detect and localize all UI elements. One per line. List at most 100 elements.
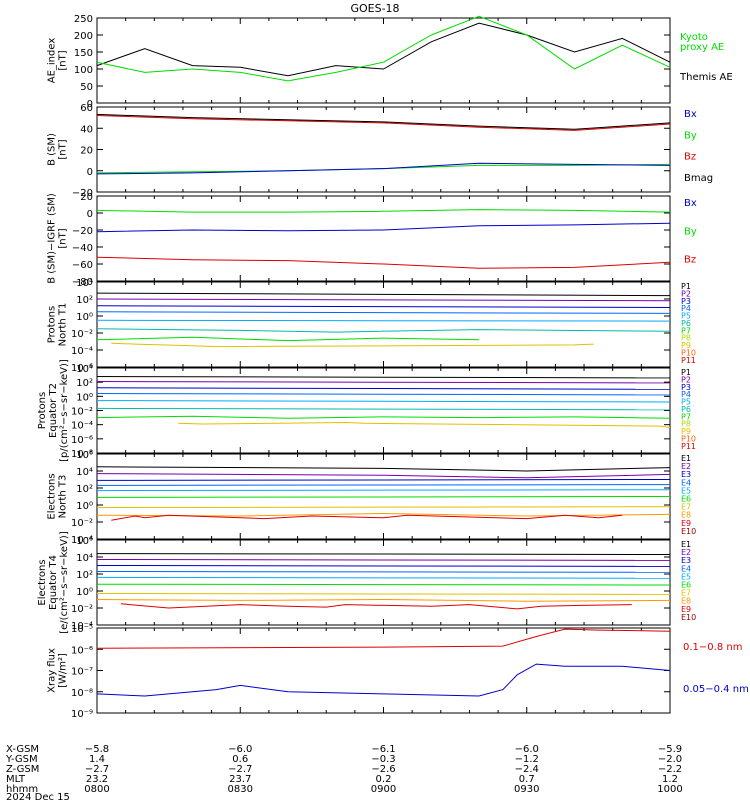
y-tick-label: 10⁻² <box>71 407 93 418</box>
panel-frame <box>96 106 671 193</box>
y-axis-label: B (SM) <box>47 133 58 166</box>
panel-3: 20 0 −20 −40 −60 −80 B (SM)−IGRF (SM) [nT] Bx By B… <box>47 192 697 288</box>
legend-entry: Kyoto <box>680 32 708 43</box>
legend-entry: P6 <box>681 405 691 414</box>
series-line <box>96 400 671 403</box>
y-tick-label: 10⁻⁸ <box>71 688 93 699</box>
chart-title: GOES-18 <box>350 2 399 15</box>
x-tick-label: 0900 <box>371 784 396 795</box>
series-line <box>96 506 671 509</box>
legend-entry: P2 <box>681 289 691 298</box>
x-tick-label: −5.8 <box>85 744 109 755</box>
legend-entry: P10 <box>681 349 696 358</box>
x-tick-label: 0930 <box>514 784 539 795</box>
legend-entry: By <box>684 130 697 141</box>
legend-entry: Bz <box>684 152 696 163</box>
y-tick-label: 10⁰ <box>76 501 93 512</box>
series-line <box>96 256 671 269</box>
legend-entry: E8 <box>681 511 691 520</box>
y-axis-label: [nT] <box>58 50 69 70</box>
y-tick-label: 10⁻² <box>71 518 93 529</box>
series-line <box>96 473 671 479</box>
y-tick-label: 10⁻⁸ <box>71 449 93 460</box>
y-tick-label: 10² <box>76 484 93 495</box>
x-tick-label: −0.3 <box>371 754 395 765</box>
y-axis-label: B (SM)−IGRF (SM) <box>47 193 58 284</box>
legend-entry: E6 <box>681 580 691 589</box>
legend-entry: P4 <box>681 390 691 399</box>
series-line <box>96 336 480 342</box>
series-line <box>96 381 671 384</box>
legend-entry: E5 <box>681 572 691 581</box>
series-line <box>96 663 671 697</box>
series-line <box>96 393 671 396</box>
legend-entry: E1 <box>681 540 691 549</box>
y-tick-label: 10⁻⁶ <box>71 645 93 656</box>
legend-entry: Bx <box>684 109 697 120</box>
x-tick-label: −1.2 <box>515 754 539 765</box>
series-line <box>96 311 671 314</box>
legend-entry: P6 <box>681 319 691 328</box>
y-tick-label: 50 <box>80 82 93 93</box>
y-tick-label: 10⁻⁶ <box>71 435 93 446</box>
y-tick-label: 10⁻⁴ <box>71 621 93 632</box>
y-tick-label: 150 <box>74 48 93 59</box>
date-label: 2024 Dec 15 <box>6 792 70 800</box>
panel-frame <box>96 627 671 714</box>
series-line <box>96 479 671 481</box>
series-line <box>178 421 671 428</box>
legend-entry: E2 <box>681 548 691 557</box>
legend-entry: E7 <box>681 589 691 598</box>
y-tick-label: 40 <box>80 124 93 135</box>
series-line <box>96 209 671 213</box>
legend-entry: P5 <box>681 312 691 321</box>
series-line <box>96 298 671 302</box>
x-row-label: Y-GSM <box>5 754 38 765</box>
series-line <box>96 571 671 573</box>
series-line <box>96 15 671 82</box>
series-line <box>96 576 671 579</box>
legend-entry: P7 <box>681 412 691 421</box>
y-tick-label: 0 <box>87 209 93 220</box>
y-tick-label: −60 <box>72 260 93 271</box>
y-tick-label: 10⁻⁶ <box>71 363 93 374</box>
legend-entry: P1 <box>681 368 691 377</box>
series-line <box>96 222 671 233</box>
legend-entry: Themis AE <box>679 72 733 83</box>
legend-entry: E9 <box>681 605 691 614</box>
y-tick-label: 10⁻⁵ <box>71 624 93 635</box>
x-tick-label: −6.0 <box>228 744 252 755</box>
y-tick-label: 100 <box>74 65 93 76</box>
legend-entry: Bx <box>684 198 697 209</box>
x-tick-label: −2.2 <box>658 764 682 775</box>
series-line <box>96 415 671 419</box>
series-line <box>96 22 671 77</box>
x-tick-label: 1.4 <box>89 754 105 765</box>
legend-entry: E5 <box>681 486 691 495</box>
series-line <box>111 342 594 348</box>
legend-entry: E3 <box>681 470 691 479</box>
x-tick-label: 1000 <box>657 784 682 795</box>
x-tick-label: −6.0 <box>515 744 539 755</box>
legend-entry: P3 <box>681 383 691 392</box>
series-line <box>96 628 671 649</box>
x-tick-label: −2.7 <box>228 764 252 775</box>
y-tick-label: 10⁻² <box>71 604 93 615</box>
y-tick-label: 10² <box>76 570 93 581</box>
x-row-label: hhmm <box>6 784 38 795</box>
y-tick-label: −20 <box>72 226 93 237</box>
panel-frame <box>96 17 671 104</box>
series-line <box>96 407 671 411</box>
legend-entry: P8 <box>681 420 691 429</box>
y-tick-label: −80 <box>72 277 93 288</box>
x-tick-label: 0.7 <box>519 774 535 785</box>
y-tick-label: 0 <box>87 99 93 110</box>
y-tick-label: 10⁴ <box>76 278 93 289</box>
panel-5: 10⁴ 10² 10⁰ 10⁻² 10⁻⁴ 10⁻⁶ 10⁻⁸ Protons Equator … <box>37 359 696 462</box>
y-tick-label: 0 <box>87 167 93 178</box>
legend-entry: P1 <box>681 282 691 291</box>
legend-entry: E3 <box>681 556 691 565</box>
x-tick-label: −2.4 <box>515 764 539 775</box>
